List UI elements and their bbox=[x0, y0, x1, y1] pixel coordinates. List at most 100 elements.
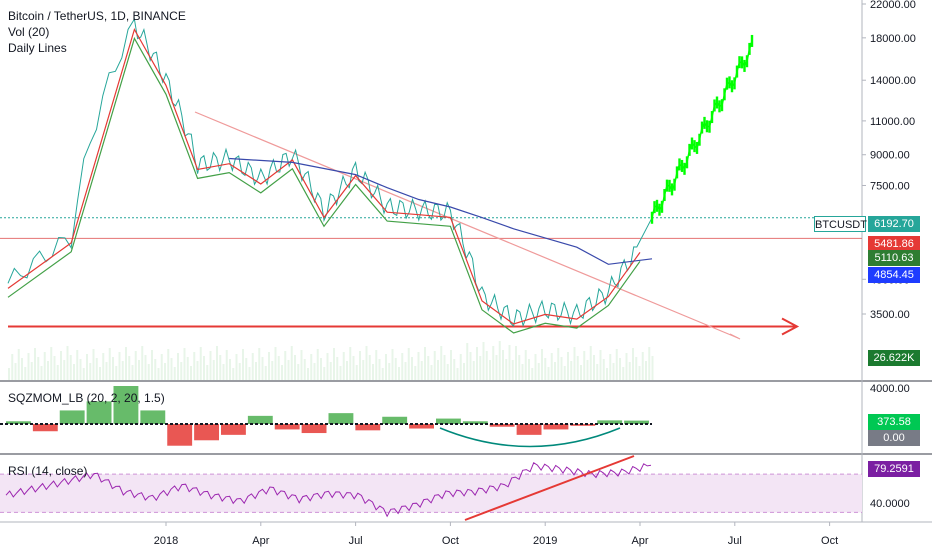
volume-bar bbox=[404, 362, 407, 380]
volume-bar bbox=[544, 358, 547, 380]
rsi-legend[interactable]: RSI (14, close) bbox=[8, 463, 87, 479]
volume-bar bbox=[34, 348, 36, 380]
volume-bar bbox=[60, 351, 62, 380]
volume-bar bbox=[485, 351, 488, 380]
volume-bar bbox=[401, 353, 404, 380]
volume-bar bbox=[190, 366, 192, 380]
volume-bar bbox=[287, 360, 290, 380]
daily-lines-label[interactable]: Daily Lines bbox=[8, 41, 67, 55]
volume-bar bbox=[570, 361, 573, 380]
volume-bar bbox=[446, 364, 449, 380]
volume-bar bbox=[495, 355, 498, 380]
volume-bar bbox=[173, 367, 176, 380]
red-ma-line bbox=[7, 27, 641, 325]
volume-bar bbox=[511, 360, 514, 380]
volume-bar bbox=[154, 359, 157, 380]
volume-bar bbox=[212, 360, 215, 380]
volume-bar bbox=[528, 359, 530, 380]
volume-bar bbox=[609, 354, 612, 380]
volume-bar bbox=[255, 362, 257, 380]
sqz-legend[interactable]: SQZMOM_LB (20, 2, 20, 1.5) bbox=[8, 390, 165, 406]
volume-bar bbox=[183, 348, 186, 380]
descending-trendline bbox=[194, 111, 739, 339]
volume-bar bbox=[300, 350, 303, 380]
forecast-path bbox=[651, 40, 753, 218]
rsi-tick-label: 40.0000 bbox=[870, 498, 910, 510]
volume-bar bbox=[271, 361, 274, 380]
volume-bar bbox=[352, 356, 355, 380]
volume-bar bbox=[86, 354, 88, 380]
volume-bar bbox=[50, 347, 53, 380]
volume-bar bbox=[17, 349, 20, 380]
volume-bar bbox=[411, 357, 413, 380]
volume-bar bbox=[118, 352, 121, 380]
volume-bar bbox=[417, 352, 420, 380]
volume-bar bbox=[138, 360, 140, 380]
volume-bar bbox=[430, 365, 433, 380]
volume-bar bbox=[456, 368, 459, 380]
volume-bar bbox=[53, 356, 56, 380]
volume-bar bbox=[472, 361, 475, 380]
support-arrow-head bbox=[781, 317, 800, 336]
volume-bar bbox=[554, 362, 556, 380]
x-tick-label: Apr bbox=[252, 535, 269, 547]
volume-bar bbox=[541, 349, 543, 380]
volume-bar bbox=[323, 367, 326, 380]
volume-bar bbox=[66, 346, 69, 380]
volume-bar bbox=[349, 347, 352, 380]
volume-bar bbox=[407, 348, 410, 380]
volume-bar bbox=[203, 356, 205, 380]
volume-bar bbox=[102, 353, 105, 380]
volume-bar bbox=[378, 359, 381, 380]
sqz-bar bbox=[436, 418, 461, 424]
volume-bar bbox=[225, 350, 228, 380]
volume-indicator-label[interactable]: Vol (20) bbox=[8, 25, 50, 39]
volume-bar bbox=[440, 346, 443, 380]
volume-bar bbox=[177, 353, 179, 380]
symbol-tag: BTCUSDT bbox=[814, 216, 867, 232]
sqz-indicator-label[interactable]: SQZMOM_LB (20, 2, 20, 1.5) bbox=[8, 391, 165, 405]
volume-bar bbox=[264, 366, 267, 380]
volume-bar bbox=[567, 352, 569, 380]
volume-bar bbox=[651, 356, 654, 380]
volume-bar bbox=[112, 357, 114, 380]
volume-bar bbox=[394, 358, 397, 380]
x-tick-label: Oct bbox=[442, 535, 459, 547]
volume-bar bbox=[453, 359, 456, 380]
volume-bar bbox=[69, 355, 72, 380]
volume-bar bbox=[134, 351, 137, 380]
sqz-bar bbox=[624, 420, 649, 424]
volume-bar bbox=[248, 367, 251, 380]
sqz-bar bbox=[194, 424, 219, 441]
rsi-trendline bbox=[464, 455, 635, 521]
volume-bar bbox=[602, 359, 605, 380]
volume-bar bbox=[563, 366, 566, 380]
volume-bar bbox=[372, 364, 374, 380]
volume-bar bbox=[164, 363, 166, 380]
x-tick-label: Jul bbox=[728, 535, 742, 547]
rsi-indicator-label[interactable]: RSI (14, close) bbox=[8, 464, 88, 478]
volume-bar bbox=[232, 368, 235, 380]
volume-bar bbox=[628, 362, 631, 380]
sqz-bar bbox=[328, 413, 354, 424]
volume-bar bbox=[320, 358, 322, 380]
rsi-line bbox=[5, 462, 652, 518]
volume-bar bbox=[99, 367, 101, 380]
volume-bar bbox=[424, 347, 426, 380]
x-tick-label: Oct bbox=[821, 535, 838, 547]
volume-bar bbox=[362, 360, 365, 380]
volume-bar bbox=[63, 360, 66, 380]
volume-bar bbox=[167, 349, 170, 380]
sqz-value-tag: 373.58 bbox=[868, 414, 920, 430]
y-tick-label: 3500.00 bbox=[870, 309, 910, 321]
y-tick-label: 18000.00 bbox=[870, 33, 916, 45]
volume-bar bbox=[385, 354, 387, 380]
volume-bar bbox=[459, 354, 462, 380]
volume-bar bbox=[144, 355, 147, 380]
y-tick-label: 14000.00 bbox=[870, 75, 916, 87]
volume-bar bbox=[108, 348, 111, 380]
volume-bar bbox=[268, 352, 270, 380]
volume-bar bbox=[310, 354, 313, 380]
